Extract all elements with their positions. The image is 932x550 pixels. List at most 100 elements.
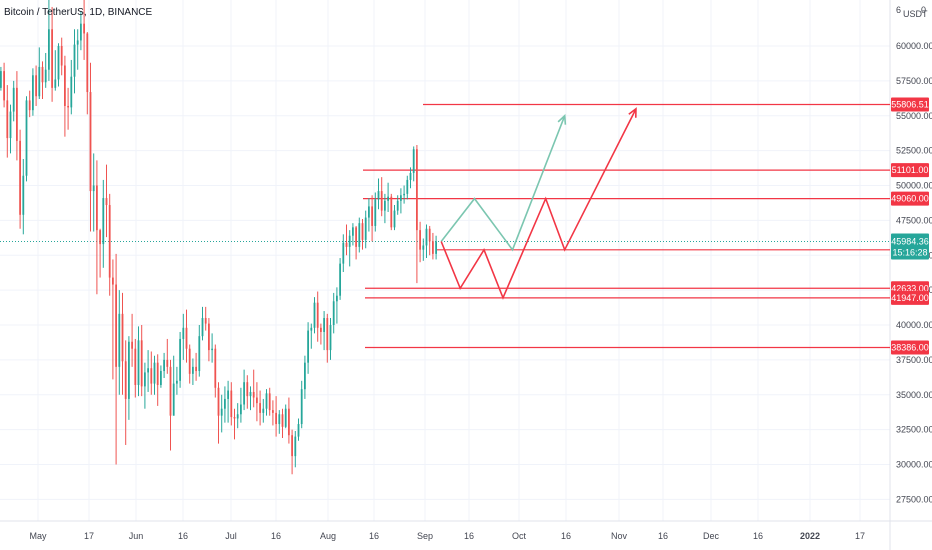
candle (246, 375, 249, 409)
candle (275, 396, 277, 437)
price-tick-label: 35000.00 (896, 390, 932, 400)
candle (0, 66, 2, 91)
svg-text:49060.00: 49060.00 (891, 194, 929, 204)
candle (380, 177, 383, 217)
price-tick-label: 32500.00 (896, 425, 932, 435)
candle (336, 287, 338, 324)
candle (201, 306, 204, 341)
candle (425, 224, 428, 259)
candle (32, 68, 34, 116)
candle (265, 389, 268, 416)
candle (195, 352, 197, 381)
candle (48, 0, 50, 81)
price-tick-label: 37500.00 (896, 355, 932, 365)
candle (163, 352, 165, 379)
candle (38, 47, 41, 100)
candle (412, 146, 415, 182)
candle (185, 309, 188, 363)
candle (198, 325, 201, 377)
candle (240, 387, 242, 423)
candle (214, 344, 217, 398)
time-tick-label: Oct (512, 531, 527, 541)
candle (204, 306, 207, 331)
candle (256, 382, 258, 422)
candle (268, 387, 271, 416)
candle (284, 404, 287, 429)
candle (364, 210, 367, 249)
price-axis[interactable]: 60000.00 57500.00 55000.00 52500.00 50000.00… (896, 41, 932, 504)
bar-countdown: 15:16:28 (892, 248, 927, 258)
candle (108, 193, 111, 296)
candle (259, 390, 261, 426)
candle (313, 297, 316, 334)
candle (217, 382, 220, 444)
red-path[interactable] (440, 107, 637, 300)
candle (9, 104, 12, 154)
candle (131, 313, 133, 367)
candle (137, 326, 140, 397)
candle (345, 224, 348, 256)
candle (428, 225, 431, 256)
candle (281, 408, 284, 438)
current-price-value: 45984.36 (891, 237, 929, 247)
candle (208, 318, 210, 362)
candle (6, 85, 9, 158)
candle (19, 129, 21, 229)
price-tick-label: 52500.00 (896, 146, 932, 156)
candle (54, 50, 57, 91)
candle (67, 87, 69, 130)
green-path[interactable] (440, 114, 567, 252)
candle (156, 354, 159, 406)
candle (16, 71, 18, 161)
candle (406, 175, 409, 200)
candle (211, 333, 213, 363)
axis-corner-partial: 0 (921, 5, 926, 15)
candle (51, 6, 53, 102)
candle (188, 344, 191, 384)
candle (83, 0, 85, 60)
svg-text:55806.51: 55806.51 (891, 99, 929, 109)
currency-label[interactable]: USDT (903, 9, 928, 19)
candle (291, 429, 293, 475)
candlestick-series (0, 0, 437, 475)
candle (236, 403, 239, 429)
candle (25, 96, 28, 182)
top-tick-partial: 6 (896, 5, 901, 15)
candle (316, 291, 319, 342)
candle (134, 338, 137, 398)
chart-title: Bitcoin / TetherUS, 1D, BINANCE (4, 7, 153, 18)
candle (89, 62, 92, 232)
time-tick-label: 2022 (800, 531, 820, 541)
level-price-label: 49060.00 (891, 191, 929, 206)
svg-text:38386.00: 38386.00 (891, 343, 929, 353)
candle (153, 355, 156, 395)
candle (371, 195, 373, 242)
candle (60, 37, 63, 76)
candle (294, 431, 297, 468)
time-tick-label: Jul (225, 531, 237, 541)
candle (368, 198, 370, 232)
time-tick-label: May (29, 531, 47, 541)
candle (272, 400, 274, 426)
candle (252, 369, 255, 408)
candle (358, 217, 361, 253)
projection-paths[interactable] (440, 107, 637, 300)
candle (339, 258, 341, 300)
price-tick-label: 47500.00 (896, 215, 932, 225)
time-tick-label: 16 (369, 531, 379, 541)
candle (22, 158, 25, 235)
candle (96, 160, 98, 295)
candle (115, 253, 117, 465)
candle (182, 313, 185, 360)
candle (160, 365, 162, 388)
candle (144, 362, 146, 409)
candle (393, 205, 396, 231)
candle (179, 331, 181, 388)
candle (147, 350, 149, 392)
time-axis[interactable]: May 17 Jun 16 Jul 16 Aug 16 Sep 16 Oct 16 Nov 16 Dec 16… (29, 531, 865, 541)
candle (249, 386, 252, 411)
time-tick-label: 16 (753, 531, 763, 541)
candle (416, 145, 418, 284)
